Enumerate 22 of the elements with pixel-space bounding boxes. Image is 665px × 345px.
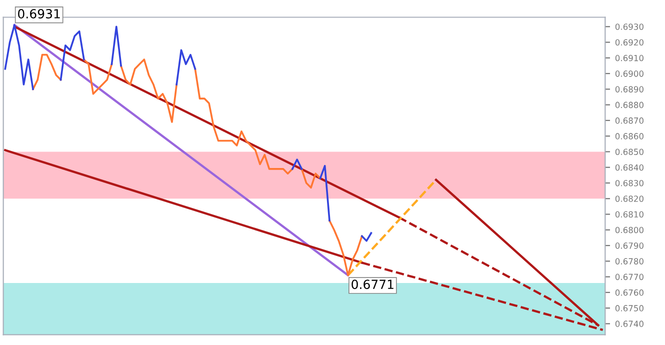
y-tick-label: 0.6880 xyxy=(615,102,644,108)
y-tick-label: 0.6810 xyxy=(615,211,644,218)
y-tick-label: 0.6790 xyxy=(615,242,644,249)
annotation: 0.6771 xyxy=(352,280,394,290)
y-tick-label: 0.6820 xyxy=(615,196,644,202)
y-tick-label: 0.6830 xyxy=(615,180,644,186)
y-tick-label: 0.6740 xyxy=(615,320,644,327)
y-tick-label: 0.6920 xyxy=(615,39,644,46)
y-tick-label: 0.6840 xyxy=(615,164,644,171)
y-tick-label: 0.6850 xyxy=(615,148,644,155)
y-tick-label: 0.6770 xyxy=(615,274,644,280)
y-tick-label: 0.6910 xyxy=(615,54,644,62)
y-tick-label: 0.6890 xyxy=(615,86,644,92)
y-tick-label: 0.6800 xyxy=(615,226,644,234)
y-tick-label: 0.6930 xyxy=(615,24,644,30)
y-tick-label: 0.6780 xyxy=(615,258,644,264)
y-tick-label: 0.6750 xyxy=(615,305,644,312)
y-tick-label: 0.6870 xyxy=(615,117,644,124)
y-tick-label: 0.6860 xyxy=(615,133,644,140)
y-tick-label: 0.6900 xyxy=(615,70,644,77)
annotation: 0.6931 xyxy=(18,9,60,18)
y-tick-label: 0.6760 xyxy=(615,289,644,296)
